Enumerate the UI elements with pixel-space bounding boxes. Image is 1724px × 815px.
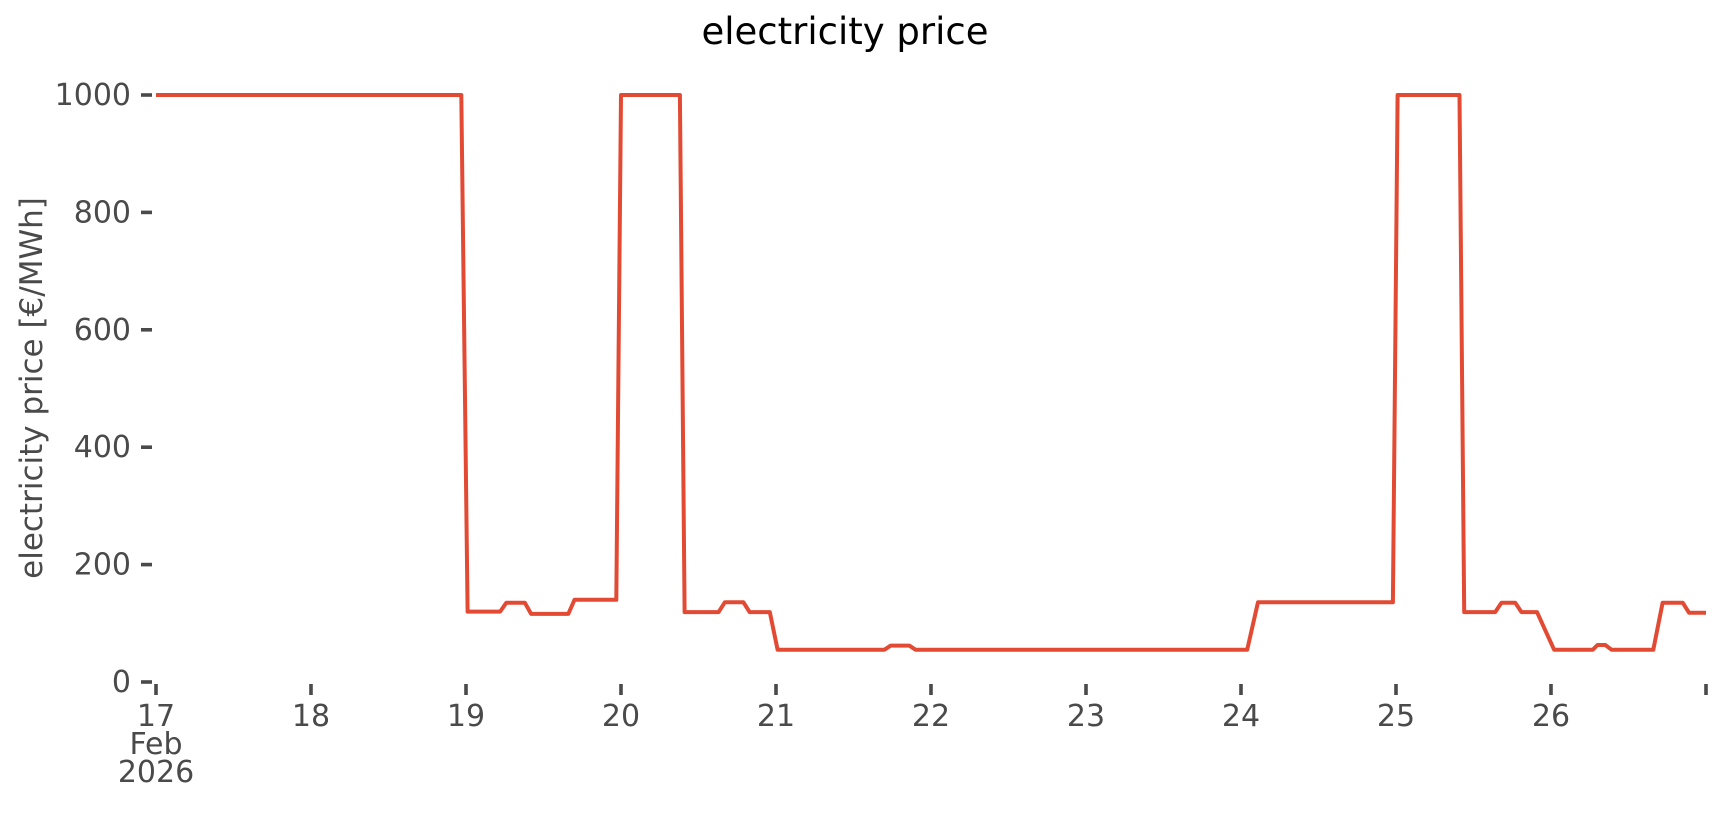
y-tick-label: 400 bbox=[74, 430, 131, 465]
y-tick-label: 200 bbox=[74, 548, 131, 583]
chart-title: electricity price bbox=[701, 10, 989, 53]
x-tick-label: 23 bbox=[1067, 699, 1105, 734]
y-tick-label: 1000 bbox=[55, 78, 131, 113]
x-tick-label: 18 bbox=[292, 699, 330, 734]
x-tick-label: 25 bbox=[1377, 699, 1415, 734]
x-axis-offset-label: Feb bbox=[129, 727, 182, 762]
x-tick-label: 17 bbox=[137, 699, 175, 734]
x-tick-label: 21 bbox=[757, 699, 795, 734]
x-axis-offset-label: 2026 bbox=[118, 755, 194, 790]
x-tick-label: 24 bbox=[1222, 699, 1260, 734]
x-tick-label: 26 bbox=[1532, 699, 1570, 734]
x-tick-label: 19 bbox=[447, 699, 485, 734]
x-tick-label: 20 bbox=[602, 699, 640, 734]
y-tick-label: 800 bbox=[74, 195, 131, 230]
y-tick-label: 600 bbox=[74, 313, 131, 348]
price-line bbox=[156, 93, 1706, 652]
y-tick-label: 0 bbox=[112, 665, 131, 700]
x-tick-label: 22 bbox=[912, 699, 950, 734]
